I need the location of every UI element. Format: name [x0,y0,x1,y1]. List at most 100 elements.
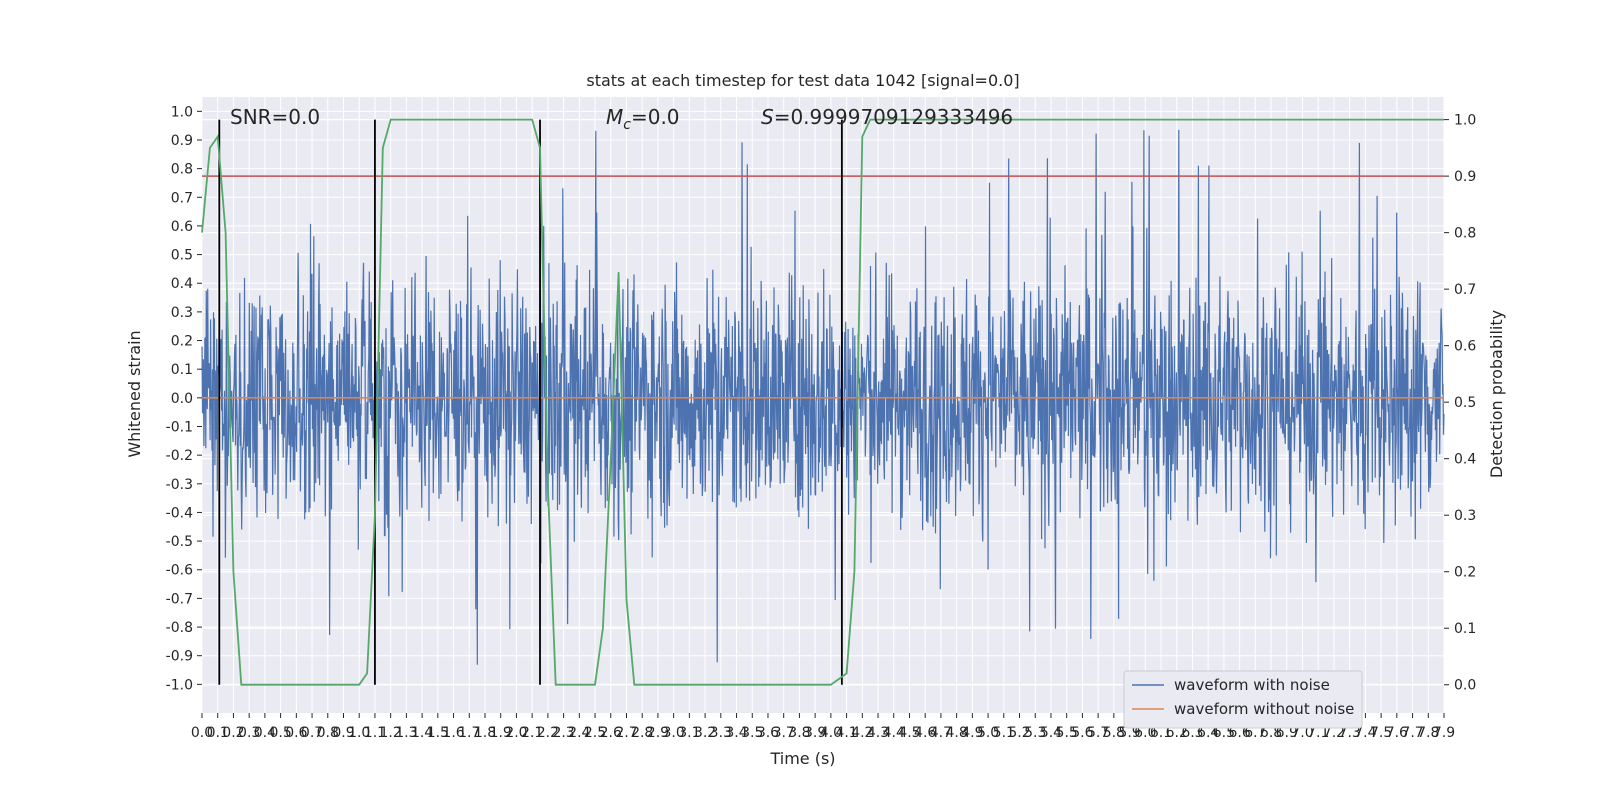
legend-box [1123,670,1363,729]
y-tick-label-right: 0.7 [1454,282,1476,298]
x-tick-label: 7.5 [1370,725,1392,741]
y-tick-label-left: -0.8 [166,620,193,636]
x-tick-label: 1.4 [411,725,433,741]
x-tick-label: 5.6 [1071,725,1093,741]
x-tick-label: 1.5 [427,725,449,741]
legend: waveform with noise waveform without noi… [1123,670,1363,729]
x-tick-label: 5.3 [1024,725,1046,741]
chart-title: stats at each timestep for test data 104… [586,71,1019,90]
x-tick-label: 6.4 [1197,725,1219,741]
x-tick-label: 5.8 [1103,725,1125,741]
x-tick-label: 3.1 [678,725,700,741]
x-tick-label: 5.1 [993,725,1015,741]
y-tick-label-left: 0.0 [171,391,193,407]
x-tick-label: 3.8 [788,725,810,741]
vertical-markers [218,119,843,685]
y-tick-label-left: 1.0 [171,104,193,120]
y-tick-label-left: 0.5 [171,248,193,264]
x-tick-label: 0.7 [301,725,323,741]
y-tick-label-left: -0.1 [166,419,193,435]
x-tick-label: 7.8 [1417,725,1439,741]
y-tick-label-left: 0.3 [171,305,193,321]
x-tick-label: 1.9 [490,725,512,741]
x-tick-label: 7.1 [1307,725,1329,741]
x-tick-label: 3.5 [741,725,763,741]
y-tick-label-left: -0.2 [166,448,193,464]
mc-symbol: M [606,105,623,129]
y-tick-label-right: 0.9 [1454,169,1476,185]
x-tick-label: 2.2 [537,725,559,741]
x-tick-label: 7.0 [1291,725,1313,741]
x-tick-label: 0.4 [254,725,276,741]
x-tick-label: 4.3 [867,725,889,741]
s-value: =0.9999709129333496 [774,105,1013,129]
x-tick-label: 6.9 [1276,725,1298,741]
x-tick-label: 5.9 [1118,725,1140,741]
detection-probability-line [201,118,1444,686]
x-tick-label: 2.7 [615,725,637,741]
y-tick-label-left: 0.1 [171,362,193,378]
x-tick-label: 0.3 [238,725,260,741]
x-tick-label: 6.5 [1213,725,1235,741]
x-tick-label: 7.2 [1323,725,1345,741]
x-tick-label: 0.5 [269,725,291,741]
x-tick-label: 2.1 [521,725,543,741]
x-tick-label: 3.4 [725,725,747,741]
x-tick-label: 7.4 [1354,725,1376,741]
x-tick-label: 1.7 [458,725,480,741]
y-tick-label-right: 0.0 [1454,678,1476,694]
x-tick-label: 3.3 [710,725,732,741]
y-tick-label-left: -1.0 [166,677,193,693]
s-annotation: S=0.9999709129333496 [761,105,1013,129]
y-tick-label-left: 0.8 [171,162,193,178]
x-tick-label: 2.9 [647,725,669,741]
mc-value: =0.0 [631,105,680,129]
legend-entry-clean: waveform without noise [1174,700,1354,718]
x-tick-label: 4.5 [898,725,920,741]
y-tick-label-right: 0.5 [1454,395,1476,411]
x-tick-label: 1.8 [474,725,496,741]
x-tick-label: 6.3 [1181,725,1203,741]
x-tick-label: 2.8 [631,725,653,741]
x-tick-label: 4.7 [930,725,952,741]
x-tick-label: 3.7 [773,725,795,741]
x-tick-label: 7.7 [1401,725,1423,741]
x-tick-label: 7.3 [1339,725,1361,741]
y-tick-label-right: 0.2 [1454,565,1476,581]
mc-annotation: Mc=0.0 [606,105,680,133]
y-tick-label-left: 0.2 [171,334,193,350]
x-tick-label: 3.2 [694,725,716,741]
x-tick-label: 0.6 [285,725,307,741]
x-tick-label: 7.6 [1386,725,1408,741]
x-tick-label: 0.9 [332,725,354,741]
x-tick-label: 3.9 [804,725,826,741]
y-tick-label-left: -0.9 [166,649,193,665]
x-tick-label: 6.8 [1260,725,1282,741]
x-tick-label: 7.9 [1433,725,1455,741]
x-tick-label: 4.0 [820,725,842,741]
y-tick-label-right: 0.3 [1454,508,1476,524]
x-tick-label: 6.6 [1228,725,1250,741]
snr-annotation: SNR=0.0 [230,105,320,129]
x-tick-label: 5.0 [977,725,999,741]
x-tick-label: 2.6 [600,725,622,741]
x-tick-label: 4.9 [961,725,983,741]
y-tick-label-right: 0.6 [1454,339,1476,355]
mc-subscript: c [623,117,631,133]
y-tick-label-left: 0.9 [171,133,193,149]
y-tick-label-right: 0.8 [1454,226,1476,242]
y-axis-label-right: Detection probability [1487,310,1506,478]
x-tick-label: 0.2 [222,725,244,741]
y-tick-label-right: 0.4 [1454,452,1476,468]
waveform-with-noise-line [201,129,1445,665]
x-tick-label: 1.1 [364,725,386,741]
x-tick-label: 4.2 [851,725,873,741]
y-tick-label-left: 0.7 [171,190,193,206]
y-tick-label-left: -0.3 [166,477,193,493]
x-axis-label: Time (s) [769,749,835,768]
x-tick-label: 5.7 [1087,725,1109,741]
y-tick-label-left: 0.4 [171,276,193,292]
x-tick-label: 4.8 [946,725,968,741]
